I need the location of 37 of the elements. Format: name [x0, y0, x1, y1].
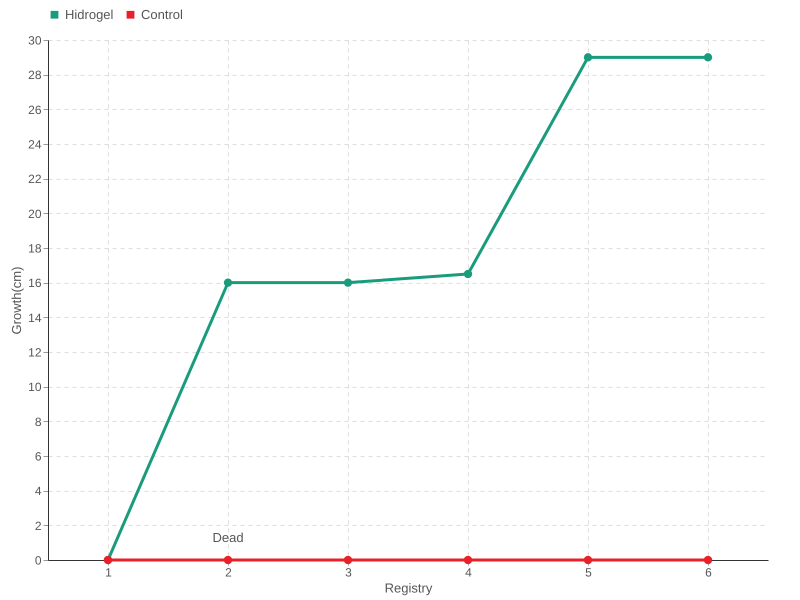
x-tick-label: 3	[345, 566, 352, 580]
point	[464, 270, 472, 278]
point	[344, 278, 352, 287]
y-tick-label: 14	[28, 310, 42, 325]
y-tick-label: 12	[28, 346, 42, 360]
point	[704, 556, 712, 564]
y-tick-label: 22	[28, 172, 42, 186]
y-axis-title: Growth(cm)	[9, 266, 24, 334]
x-tick-label: 4	[465, 566, 472, 580]
x-tick-label: 6	[705, 566, 712, 580]
point	[464, 556, 472, 564]
y-tick-label: 6	[34, 450, 42, 464]
y-tick-label: 30	[28, 34, 42, 48]
legend-label: Control	[141, 6, 184, 22]
y-tick-label: 0	[34, 554, 42, 568]
point	[224, 556, 232, 564]
y-tick-label: 18	[28, 242, 42, 256]
annotation: Dead	[212, 530, 244, 545]
y-tick-label: 8	[34, 414, 42, 429]
point	[584, 556, 592, 564]
x-tick-label: 2	[225, 566, 232, 580]
x-tick-label: 1	[105, 566, 112, 580]
point	[704, 53, 712, 62]
x-tick-label: 5	[585, 566, 592, 580]
legend-label: Hidrogel	[65, 6, 114, 22]
y-tick-label: 16	[28, 276, 42, 290]
y-tick-label: 2	[34, 518, 42, 533]
y-tick-label: 10	[28, 380, 42, 394]
point	[584, 53, 592, 62]
y-tick-label: 4	[34, 484, 42, 498]
y-tick-label: 26	[28, 102, 42, 117]
y-tick-label: 28	[28, 68, 42, 82]
point	[344, 556, 352, 564]
point	[224, 278, 232, 287]
y-tick-label: 24	[28, 138, 42, 152]
x-axis-title: Registry	[384, 580, 433, 596]
y-tick-label: 20	[28, 206, 42, 221]
